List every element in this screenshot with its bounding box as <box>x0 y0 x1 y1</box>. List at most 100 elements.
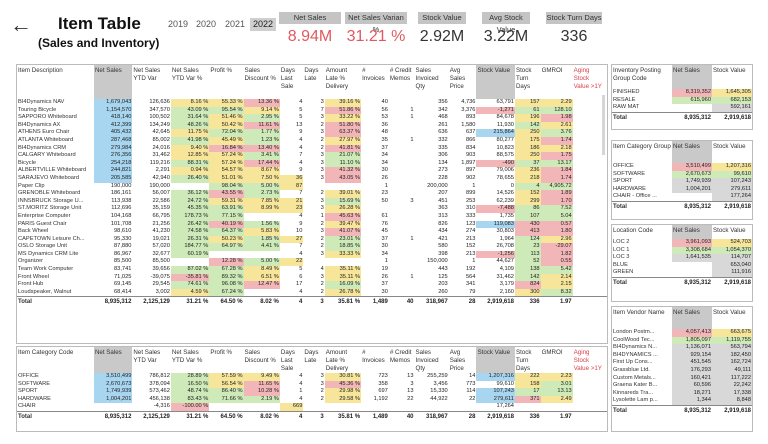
category-row[interactable]: HARDWARE 1,004,201 456,138 83.43 % 71.66 % 2.… <box>17 395 607 404</box>
category-group-row[interactable]: SOFTWARE 2,670,673 99,610 <box>612 170 752 179</box>
posting-group-row[interactable]: FINISHED 8,319,352 1,645,305 <box>612 89 752 97</box>
column-header[interactable]: Stock Value <box>713 227 746 234</box>
column-header[interactable]: Sales Invoiced Qty <box>415 67 439 90</box>
column-header[interactable]: Net Sales YTD Var <box>133 67 161 82</box>
column-header[interactable]: Net Sales <box>672 65 712 89</box>
column-header[interactable]: Stock Value <box>476 65 515 99</box>
category-row[interactable]: OFFICE 3,510,499 786,812 28.89 % 57.59 % 9.49… <box>17 373 607 381</box>
column-header[interactable]: Item Vendor Name <box>613 309 665 316</box>
item-row[interactable]: Enterprise Computer 104,168 66,795 178.73 %… <box>17 212 607 221</box>
column-header[interactable]: Sales Invoiced Qty <box>415 349 439 372</box>
item-row[interactable]: ST.MORITZ Storage Unit 112,696 35,159 45.35… <box>17 205 607 213</box>
item-row[interactable]: BI4Dynamics CRM 279,984 24,016 9.40 % 16.84 … <box>17 144 607 153</box>
item-row[interactable]: Bicycle 254,218 119,216 88.31 % 57.24 % 17.44… <box>17 159 607 168</box>
item-row[interactable]: BI4Dynamics NAV 1,679,043 126,636 8.16 % 55.… <box>17 99 607 107</box>
category-group-row[interactable]: HARDWARE 1,004,201 279,611 <box>612 185 752 194</box>
column-header[interactable]: Net Sales <box>672 307 712 329</box>
back-arrow-icon[interactable]: ← <box>10 12 32 37</box>
vendor-row[interactable]: Custom Metals... 160,421 117,222 <box>612 374 752 383</box>
column-header[interactable]: Avg Sales Price <box>449 349 466 372</box>
column-header[interactable]: Amount Late % Delivery <box>325 67 349 90</box>
category-row[interactable]: SPORT 1,749,939 573,462 48.74 % 86.40 % 10.28… <box>17 388 607 396</box>
location-row[interactable]: BLUE 653,040 <box>612 261 752 270</box>
item-row[interactable]: GRENOBLE Whiteboard 186,161 56,007 36.12 % 4… <box>17 190 607 198</box>
item-row[interactable]: Organizer 85,500 85,500 12.28 % 5.00 % 22 1 150… <box>17 258 607 267</box>
column-header[interactable]: Net Sales <box>93 347 133 373</box>
category-group-row[interactable]: OFFICE 3,510,499 1,207,316 <box>612 163 752 171</box>
column-header[interactable]: Location Code <box>613 227 653 234</box>
column-header[interactable]: Avg Sales Price <box>449 67 466 90</box>
vendor-row[interactable]: CoolWood Tec... 1,805,097 1,119,755 <box>612 336 752 345</box>
column-header[interactable]: Sales Discount % <box>244 349 276 364</box>
category-row[interactable]: SOFTWARE 2,670,673 378,094 16.50 % 56.54 % 11… <box>17 380 607 389</box>
item-row[interactable]: MS Dynamics CRM Lite 86,967 32,677 60.19 % 4… <box>17 250 607 259</box>
item-row[interactable]: CALGARY Whiteboard 276,356 31,462 12.85 % 57… <box>17 152 607 160</box>
column-header[interactable]: Item Description <box>18 67 63 74</box>
location-row[interactable]: LOC 1 3,308,684 1,054,370 <box>612 246 752 255</box>
column-header[interactable]: Inventory Posting Group Code <box>613 67 661 82</box>
item-row[interactable]: Front Hub 69,145 29,545 74.61 % 96.08 % 12.47… <box>17 281 607 289</box>
column-header[interactable]: Item Category Group <box>613 143 671 150</box>
column-header[interactable]: Profit % <box>210 67 233 74</box>
item-row[interactable]: SARAJEVO Whiteboard 205,585 42,940 26.40 % 5… <box>17 174 607 183</box>
year-filter-2022[interactable]: 2022 <box>250 18 277 31</box>
item-row[interactable]: CAPETOWN Leisure Ch... 95,330 19,021 26.31 … <box>17 235 607 244</box>
category-group-row[interactable]: SPORT 1,749,939 107,243 <box>612 178 752 186</box>
column-header[interactable]: Sales Discount % <box>244 67 276 82</box>
item-row[interactable]: BI4Dynamics AX 412,399 134,249 48.26 % 50.42… <box>17 121 607 130</box>
column-header[interactable]: GMROI <box>541 349 563 356</box>
item-row[interactable]: OSLO Storage Unit 87,880 57,020 184.77 % 64.… <box>17 243 607 251</box>
posting-group-row[interactable]: RESALE 615,960 682,153 <box>612 96 752 105</box>
column-header[interactable]: Stock Value <box>476 347 515 373</box>
column-header[interactable]: # Invoices <box>362 67 385 82</box>
category-row[interactable]: CHAIR -4,316 -100.00 % 669 17,264 <box>17 403 607 412</box>
vendor-row[interactable]: Graena Kater B... 60,596 22,242 <box>612 382 752 390</box>
column-header[interactable]: Days Last Sale <box>280 349 295 372</box>
column-header[interactable]: # Invoices <box>362 349 385 364</box>
vendor-row[interactable]: BI4DYNAMICS ... 929,154 182,450 <box>612 351 752 360</box>
vendor-row[interactable]: Grassblue Ltd. 176,293 49,111 <box>612 366 752 375</box>
column-header[interactable]: Aging Stock Value >1Y <box>573 67 602 90</box>
column-header[interactable]: Net Sales YTD Var % <box>171 67 203 82</box>
item-row[interactable]: PARIS Guest Chair 101,708 21,256 26.42 % 40.… <box>17 220 607 229</box>
item-row[interactable]: ATHENS Euro Chair 405,432 42,645 11.75 % 72.… <box>17 129 607 137</box>
vendor-row[interactable]: BI4Dynamics N... 1,136,071 563,794 <box>612 344 752 352</box>
column-header[interactable]: GMROI <box>541 67 563 74</box>
column-header[interactable]: Aging Stock Value >1Y <box>573 349 602 372</box>
item-row[interactable]: ALBERTVILLE Whiteboard 244,821 2,291 0.94 %… <box>17 167 607 175</box>
year-filter-2019[interactable]: 2019 <box>168 19 189 29</box>
item-row[interactable]: Back Wheel 98,610 41,230 74.58 % 64.37 % 5.83… <box>17 228 607 236</box>
column-header[interactable]: Stock Turn Days <box>515 67 532 90</box>
location-row[interactable]: GREEN 111,916 <box>612 269 752 278</box>
category-group-row[interactable]: CHAIR - Office ... 177,264 <box>612 193 752 202</box>
item-row[interactable]: Team Work Computer 83,741 39,656 87.02 % 67.… <box>17 266 607 274</box>
location-row[interactable]: LOC 2 3,961,093 524,703 <box>612 239 752 247</box>
column-header[interactable]: Days Late <box>304 67 319 82</box>
item-row[interactable]: INNSBRUCK Storage U... 113,938 22,586 24.72… <box>17 197 607 206</box>
column-header[interactable]: Net Sales YTD Var <box>133 349 161 364</box>
column-header[interactable]: Stock Turn Days <box>515 349 532 372</box>
year-filter-2021[interactable]: 2021 <box>225 19 246 29</box>
location-row[interactable]: LOC 3 1,641,535 114,707 <box>612 254 752 262</box>
posting-group-row[interactable]: RAW MAT 592,161 <box>612 104 752 113</box>
column-header[interactable]: Stock Value <box>713 309 746 316</box>
item-row[interactable]: Paper Clip 190,000 190,000 98.04 % 5.00 % 87 1… <box>17 182 607 191</box>
column-header[interactable]: Net Sales <box>672 225 712 239</box>
vendor-row[interactable]: First Up Cons... 451,545 162,724 <box>612 359 752 367</box>
column-header[interactable]: Days Last Sale <box>280 67 295 90</box>
column-header[interactable]: Profit % <box>210 349 233 356</box>
item-row[interactable]: Touring Bicycle 1,154,570 347,570 43.09 % 95… <box>17 106 607 115</box>
vendor-row[interactable]: London Postm... 4,057,413 663,675 <box>612 329 752 337</box>
item-row[interactable]: SAPPORO Whiteboard 418,140 100,502 31.64 % 5… <box>17 114 607 122</box>
column-header[interactable]: Item Category Code <box>18 349 74 356</box>
year-filter-2020[interactable]: 2020 <box>196 19 217 29</box>
item-row[interactable]: Loudspeaker, Walnut 68,414 3,002 4.59 % 67.2… <box>17 288 607 297</box>
column-header[interactable]: Net Sales YTD Var % <box>171 349 203 364</box>
column-header[interactable]: Net Sales <box>93 65 133 99</box>
column-header[interactable]: # Credit Memos <box>389 67 412 82</box>
vendor-row[interactable]: Kinnareds Tra... 18,271 17,338 <box>612 389 752 398</box>
column-header[interactable]: Stock Value <box>713 67 746 74</box>
column-header[interactable]: Net Sales <box>672 141 712 163</box>
column-header[interactable]: Stock Value <box>713 143 746 150</box>
item-row[interactable]: Front Wheel 71,025 -39,075 -35.81 % 89.32 % 6… <box>17 273 607 282</box>
